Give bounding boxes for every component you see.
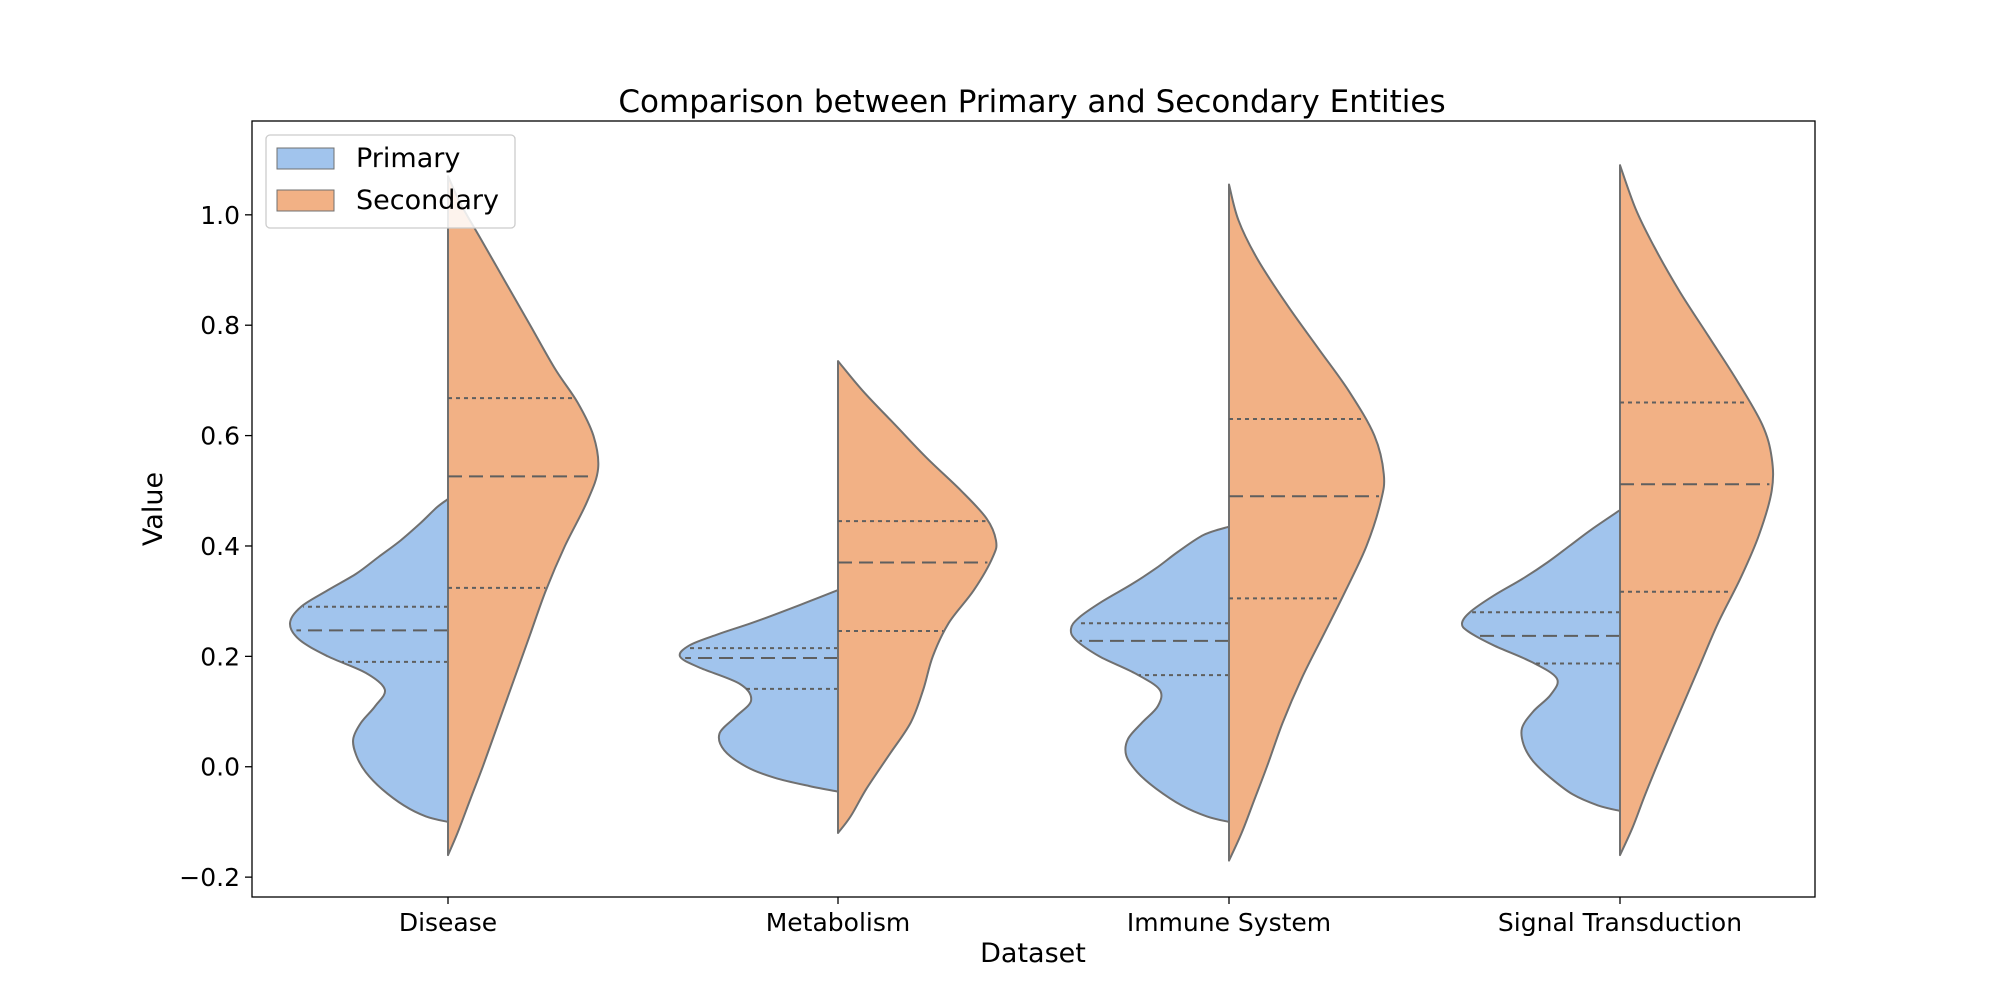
legend-label-secondary: Secondary (356, 185, 499, 216)
violins (288, 164, 1775, 862)
plot-frame (251, 120, 1816, 898)
y-tick-label: 0.6 (200, 422, 240, 451)
legend-swatch-primary (276, 147, 335, 170)
y-tick-label: 0.2 (200, 642, 240, 671)
legend-swatch-secondary (276, 189, 335, 212)
x-tick-label: Metabolism (766, 908, 911, 937)
y-tick-label: 1.0 (200, 201, 240, 230)
violin-body-secondary-metabolism (837, 360, 998, 834)
x-axis-label: Dataset (980, 938, 1086, 969)
legend: Primary Secondary (265, 134, 516, 229)
legend-label-primary: Primary (356, 143, 460, 174)
violin-body-secondary-disease (447, 175, 600, 857)
violin-body-primary-metabolism (678, 589, 839, 793)
x-tick-label: Signal Transduction (1498, 908, 1742, 937)
y-tick-label: 0.0 (200, 753, 240, 782)
violin-secondary-disease (447, 175, 600, 857)
violin-secondary-metabolism (837, 360, 998, 834)
violin-body-primary-disease (288, 498, 449, 823)
violin-primary-immune-system (1069, 525, 1230, 823)
violin-primary-metabolism (678, 589, 839, 793)
violin-body-secondary-immune-system (1228, 183, 1386, 862)
violin-body-primary-immune-system (1069, 525, 1230, 823)
y-tick-label: −0.2 (179, 863, 240, 892)
violin-body-secondary-signal-transduction (1619, 164, 1775, 857)
y-axis: −0.2 0.0 0.2 0.4 0.6 0.8 1.0 (179, 201, 252, 892)
violin-secondary-signal-transduction (1619, 164, 1775, 857)
x-tick-label: Disease (399, 908, 497, 937)
x-axis: Disease Metabolism Immune System Signal Tra… (399, 897, 1742, 937)
y-axis-label: Value (138, 472, 169, 546)
x-tick-label: Immune System (1127, 908, 1331, 937)
y-tick-label: 0.8 (200, 311, 240, 340)
violin-secondary-immune-system (1228, 183, 1386, 862)
violin-primary-disease (288, 498, 449, 823)
violin-primary-signal-transduction (1460, 509, 1621, 812)
chart-title: Comparison between Primary and Secondary… (618, 84, 1445, 120)
violin-body-primary-signal-transduction (1460, 509, 1621, 812)
y-tick-label: 0.4 (200, 532, 240, 561)
